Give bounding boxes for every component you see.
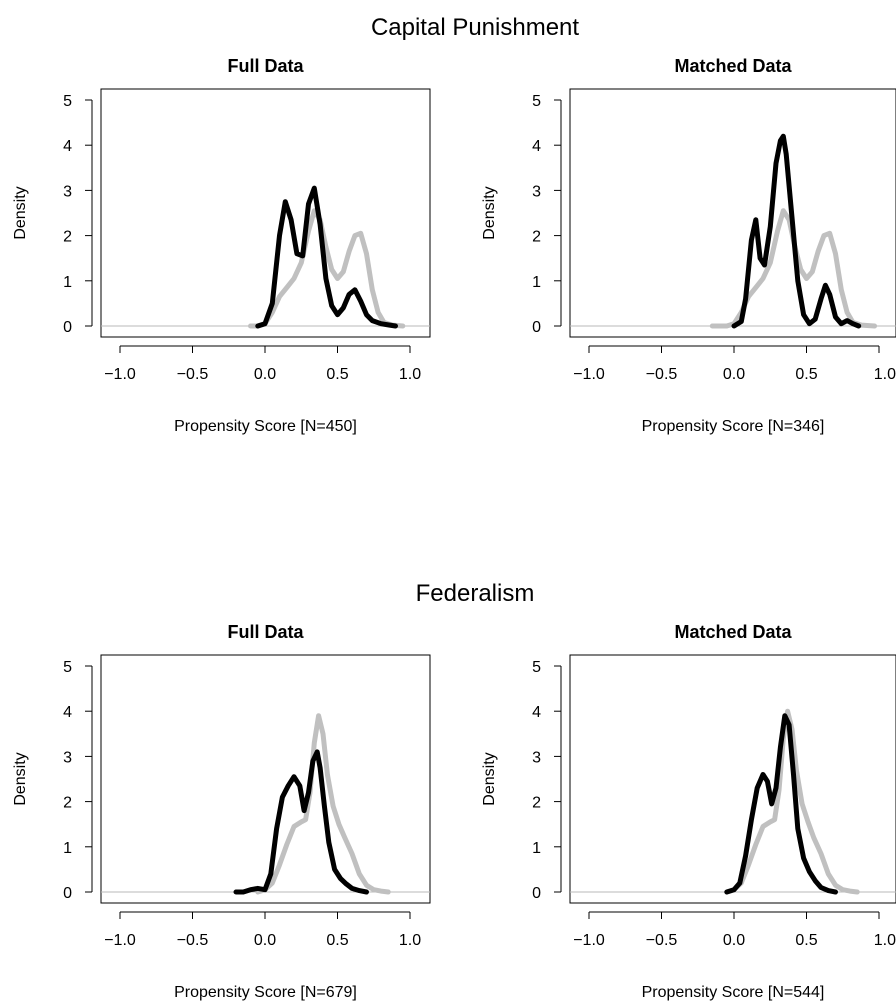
chart-3-x-tick-label-4: 1.0 — [874, 932, 896, 949]
chart-2-title: Full Data — [227, 622, 304, 642]
chart-0-y-tick-label-2: 2 — [63, 229, 72, 246]
chart-3-y-tick-label-5: 5 — [532, 659, 541, 676]
chart-1-panel: 0 1 2 3 4 5 −1.0 −0.5 0.0 0.5 1.0 Matched Data Prope… — [481, 56, 896, 435]
chart-1-plot-frame — [569, 88, 896, 338]
chart-2-panel: 0 1 2 3 4 5 −1.0 −0.5 0.0 0.5 1.0 Full Data Propensi… — [12, 622, 431, 1001]
chart-3-y-tick-label-0: 0 — [532, 885, 541, 902]
chart-1-y-tick-label-4: 4 — [532, 138, 541, 155]
chart-0-y-tick-label-1: 1 — [63, 274, 72, 291]
chart-0-series-2-line — [248, 208, 406, 329]
chart-0-panel: 0 1 2 3 4 5 −1.0 −0.5 0.0 0.5 1.0 Full Data Propensi… — [12, 56, 431, 435]
chart-0-x-tick-label-3: 0.5 — [326, 366, 348, 383]
chart-3-x-tick-label-0: −1.0 — [573, 932, 605, 949]
chart-3-x-axis-label: Propensity Score [N=544] — [642, 984, 825, 1001]
chart-0-title: Full Data — [227, 56, 304, 76]
chart-2-y-axis-label: Density — [12, 752, 29, 805]
group-title-capital-punishment: Capital Punishment — [371, 14, 579, 41]
chart-2-series-1-line — [233, 749, 369, 895]
chart-1-x-tick-label-2: 0.0 — [723, 366, 745, 383]
chart-3-title: Matched Data — [674, 622, 792, 642]
chart-0-x-tick-label-2: 0.0 — [254, 366, 276, 383]
chart-3-x-tick-label-1: −0.5 — [646, 932, 678, 949]
chart-1-y-tick-label-1: 1 — [532, 274, 541, 291]
chart-3-y-tick-label-4: 4 — [532, 704, 541, 721]
chart-3-panel: 0 1 2 3 4 5 −1.0 −0.5 0.0 0.5 1.0 Matched Data Prope… — [481, 622, 896, 1001]
chart-1-series-1-line — [731, 133, 862, 329]
chart-0-plot-frame — [100, 88, 431, 338]
chart-3-y-tick-label-3: 3 — [532, 749, 541, 766]
chart-0-y-axis-label: Density — [12, 186, 29, 239]
chart-2-x-tick-label-4: 1.0 — [399, 932, 421, 949]
chart-2-x-tick-label-1: −0.5 — [177, 932, 209, 949]
chart-3-x-tick-label-2: 0.0 — [723, 932, 745, 949]
chart-1-y-tick-label-2: 2 — [532, 229, 541, 246]
chart-1-y-tick-label-5: 5 — [532, 93, 541, 110]
chart-1-y-axis-label: Density — [481, 186, 498, 239]
chart-1-x-tick-label-3: 0.5 — [795, 366, 817, 383]
chart-0-y-tick-label-3: 3 — [63, 183, 72, 200]
chart-1-title: Matched Data — [674, 56, 792, 76]
chart-2-plot-frame — [100, 654, 431, 904]
chart-3-x-tick-label-3: 0.5 — [795, 932, 817, 949]
chart-2-series-2-line — [255, 713, 391, 895]
chart-0-x-axis-label: Propensity Score [N=450] — [174, 418, 357, 435]
chart-2-y-tick-label-2: 2 — [63, 795, 72, 812]
chart-2-y-tick-label-5: 5 — [63, 659, 72, 676]
chart-panels: 0 1 2 3 4 5 −1.0 −0.5 0.0 0.5 1.0 Full Data Propensi… — [12, 56, 896, 1001]
chart-3-series-1-line — [724, 713, 838, 895]
chart-1-y-tick-label-3: 3 — [532, 183, 541, 200]
chart-3-y-axis-label: Density — [481, 752, 498, 805]
chart-2-y-tick-label-3: 3 — [63, 749, 72, 766]
chart-3-y-tick-label-2: 2 — [532, 795, 541, 812]
chart-2-x-axis-label: Propensity Score [N=679] — [174, 984, 357, 1001]
chart-3-y-tick-label-1: 1 — [532, 840, 541, 857]
chart-2-x-tick-label-3: 0.5 — [326, 932, 348, 949]
chart-1-x-tick-label-0: −1.0 — [573, 366, 605, 383]
chart-0-y-tick-label-0: 0 — [63, 319, 72, 336]
chart-2-y-tick-label-1: 1 — [63, 840, 72, 857]
chart-1-x-axis-label: Propensity Score [N=346] — [642, 418, 825, 435]
chart-1-x-tick-label-1: −0.5 — [646, 366, 678, 383]
chart-3-plot-frame — [569, 654, 896, 904]
chart-0-y-tick-label-4: 4 — [63, 138, 72, 155]
chart-1-y-tick-label-0: 0 — [532, 319, 541, 336]
chart-0-y-tick-label-5: 5 — [63, 93, 72, 110]
chart-0-x-tick-label-4: 1.0 — [399, 366, 421, 383]
chart-0-series-1-line — [255, 185, 398, 329]
chart-2-y-tick-label-4: 4 — [63, 704, 72, 721]
chart-0-x-tick-label-1: −0.5 — [177, 366, 209, 383]
chart-1-x-tick-label-4: 1.0 — [874, 366, 896, 383]
group-title-federalism: Federalism — [416, 580, 535, 607]
chart-0-x-tick-label-0: −1.0 — [104, 366, 136, 383]
chart-2-x-tick-label-2: 0.0 — [254, 932, 276, 949]
chart-2-y-tick-label-0: 0 — [63, 885, 72, 902]
chart-3-series-2-line — [724, 708, 860, 895]
chart-2-x-tick-label-0: −1.0 — [104, 932, 136, 949]
